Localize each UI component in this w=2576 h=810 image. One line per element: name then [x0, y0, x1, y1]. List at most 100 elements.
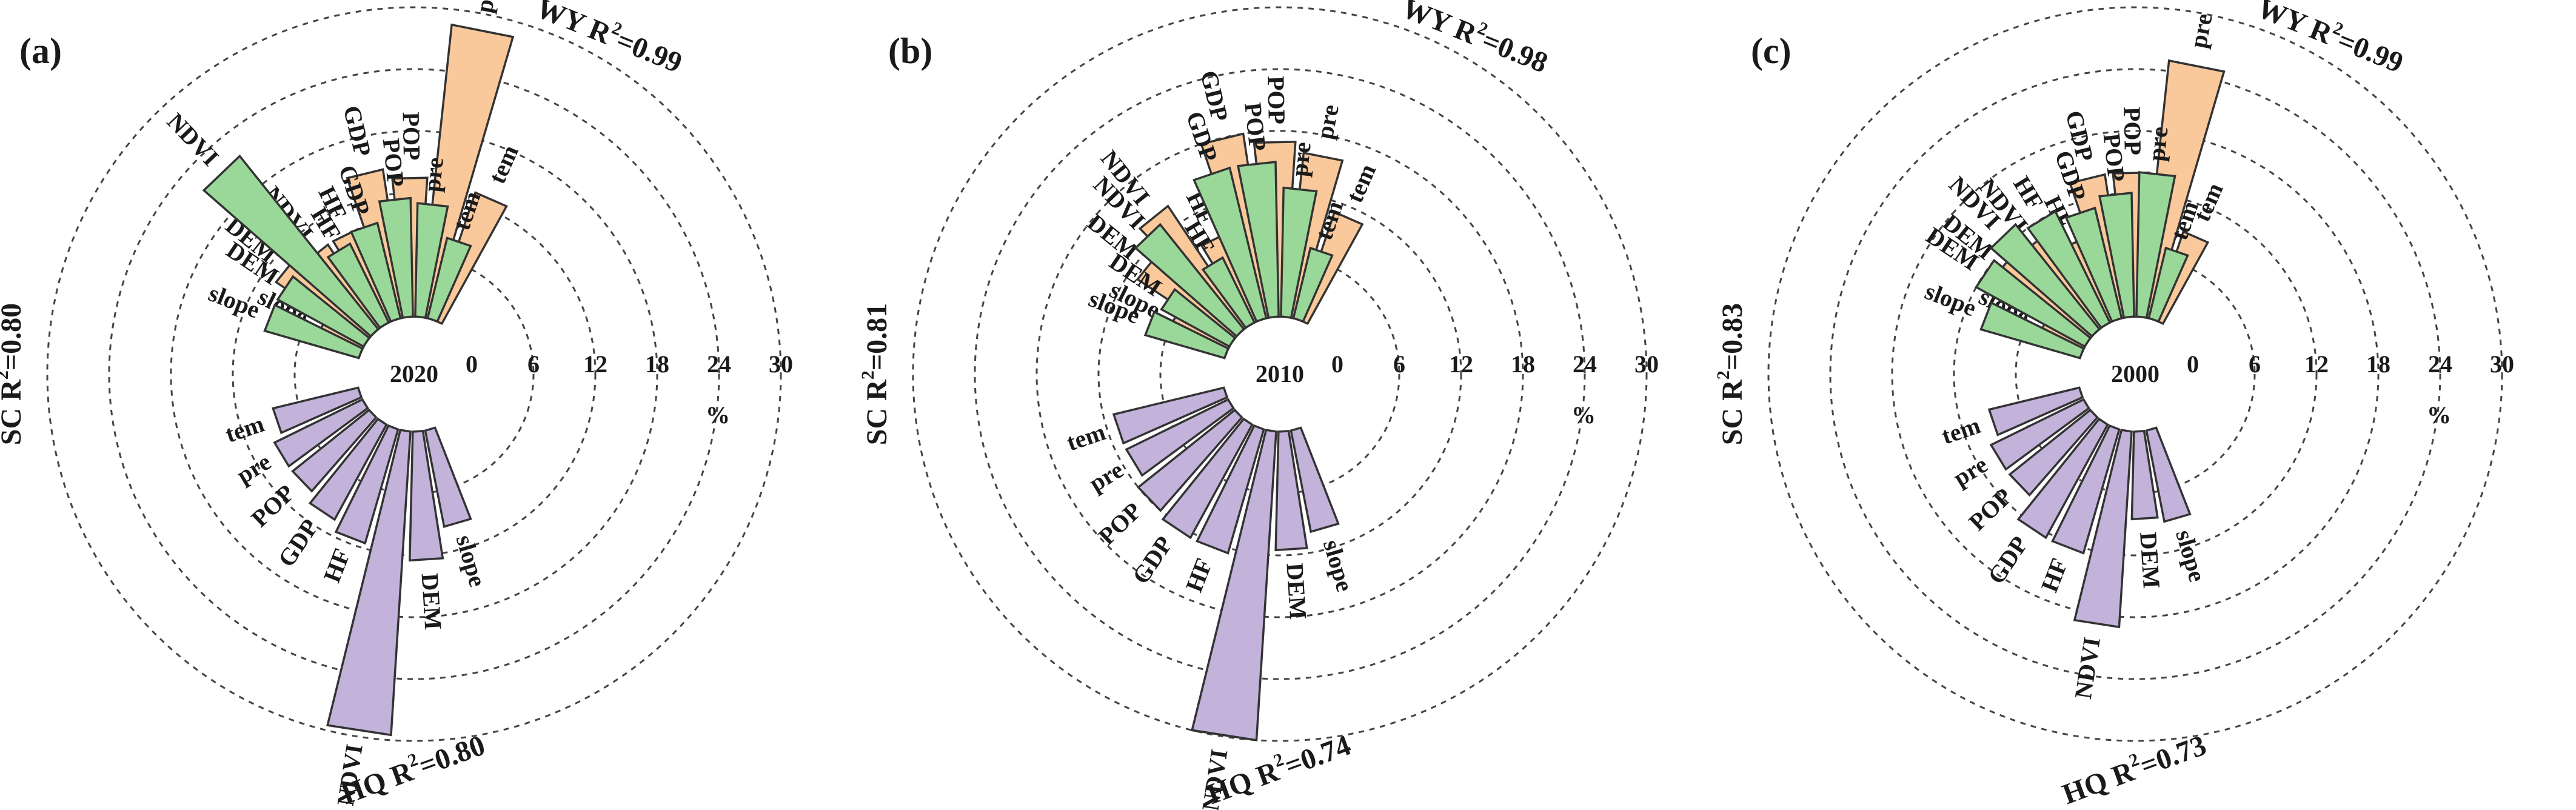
category-label-wy: GDP — [338, 103, 377, 159]
bar-sc-tem — [1292, 246, 1334, 323]
bar-sc-slope — [263, 303, 364, 360]
radial-tick-label: 12 — [583, 350, 607, 378]
bar-hq-dem — [409, 430, 444, 562]
bar-hq-hf — [1196, 424, 1265, 555]
bar-sc-hf — [326, 242, 390, 329]
category-label-hq: tem — [222, 410, 267, 448]
bar-hq-ndvi — [1191, 429, 1277, 741]
category-label-sc: pre — [418, 156, 449, 193]
category-label-hq: GDP — [1982, 531, 2033, 589]
grid-ring-24 — [974, 68, 1586, 680]
bar-sc-pre — [1280, 186, 1318, 319]
radial-tick-label: 12 — [2304, 350, 2329, 378]
bar-hq-pop — [291, 408, 378, 493]
bar-hq-gdp — [308, 417, 388, 521]
category-label-hq: DEM — [1281, 562, 1312, 620]
category-label-sc: POP — [1239, 101, 1271, 152]
bar-sc-ndvi — [1989, 223, 2101, 338]
grid-ring-30 — [46, 6, 782, 742]
bar-hq-dem — [1274, 430, 1308, 552]
bar-hq-gdp — [1161, 417, 1254, 540]
bar-hq-tem — [1987, 386, 2084, 437]
category-label-sc: slope — [1921, 277, 1980, 321]
radial-tick-label: 30 — [1634, 350, 1659, 378]
grid-ring-18 — [170, 130, 658, 618]
bar-sc-ndvi — [202, 154, 380, 338]
grid-ring-30 — [1767, 6, 2503, 742]
category-label-wy: pre — [470, 0, 503, 15]
category-label-sc: pre — [2143, 126, 2173, 163]
radial-tick-label: 18 — [645, 350, 669, 378]
category-label-hq: POP — [1963, 483, 2017, 536]
category-label-hq: tem — [1938, 411, 1984, 449]
category-label-hq: pre — [1949, 450, 1992, 492]
bar-sc-gdp — [349, 221, 402, 323]
panel-2020: (a)20200612182430%slopeDEMNDVIHFGDPPOPpr… — [0, 0, 793, 810]
radial-tick-label: 12 — [1449, 350, 1473, 378]
category-label-sc: POP — [377, 137, 409, 188]
radial-tick-label: 6 — [527, 350, 540, 378]
bar-sc-gdp — [1193, 166, 1268, 323]
bar-sc-pop — [378, 196, 414, 319]
bar-sc-hf — [1201, 256, 1256, 329]
bar-sc-pop — [1237, 161, 1280, 319]
group-title-wy: WY R2=0.99 — [2253, 0, 2409, 79]
grid-ring-24 — [108, 68, 720, 680]
grid-ring-24 — [1829, 68, 2441, 680]
bar-sc-hf — [2026, 210, 2112, 329]
category-label-sc: pre — [1285, 141, 1316, 178]
category-label-hq: DEM — [416, 572, 447, 631]
bar-sc-pre — [2135, 171, 2176, 319]
category-label-hq: POP — [1093, 497, 1147, 551]
bar-hq-pre — [273, 398, 369, 468]
bar-sc-pre — [414, 202, 449, 319]
category-label-wy: tem — [483, 141, 524, 187]
category-label-hq: HF — [318, 545, 356, 586]
radial-tick-label: 30 — [2490, 350, 2514, 378]
bar-hq-hf — [334, 424, 400, 545]
category-label-hq: DEM — [2135, 531, 2166, 589]
grid-ring-18 — [1035, 130, 1524, 618]
group-title-sc: SC R2=0.83 — [1713, 303, 1748, 445]
panel-label: (c) — [1751, 31, 1791, 71]
category-label-hq: GDP — [1127, 531, 1178, 589]
grid-ring-30 — [912, 6, 1648, 742]
bar-hq-ndvi — [2073, 429, 2133, 629]
category-label-wy: POP — [2118, 107, 2147, 156]
radial-axis-unit: % — [706, 401, 730, 429]
category-label-sc: slope — [205, 279, 264, 323]
group-title-sc: SC R2=0.81 — [858, 303, 893, 445]
bar-hq-tem — [1112, 386, 1229, 445]
panel-label: (a) — [19, 31, 62, 71]
category-label-wy: tem — [1340, 160, 1381, 207]
category-label-hq: pre — [1084, 456, 1128, 497]
category-label-sc: NDVI — [162, 107, 224, 171]
bar-hq-slope — [2145, 426, 2192, 523]
category-label-hq: POP — [246, 479, 299, 532]
group-title-hq: HQ R2=0.73 — [2057, 726, 2210, 810]
category-label-hq: slope — [2170, 527, 2211, 585]
center-year-label: 2010 — [1256, 360, 1304, 387]
category-label-wy: POP — [397, 112, 426, 161]
radial-tick-label: 0 — [2187, 350, 2199, 378]
radial-axis-unit: % — [1571, 401, 1596, 429]
center-year-label: 2020 — [390, 360, 438, 387]
radial-tick-label: 30 — [769, 350, 793, 378]
bar-sc-dem — [276, 275, 371, 348]
radial-tick-label: 24 — [707, 350, 731, 378]
bar-sc-dem — [1975, 258, 2092, 348]
radial-tick-label: 18 — [1511, 350, 1535, 378]
grid-ring-18 — [1891, 130, 2380, 618]
bar-hq-tem — [272, 386, 363, 435]
bar-sc-dem — [1160, 287, 1237, 348]
bar-sc-tem — [2147, 246, 2189, 323]
bar-hq-pop — [2008, 408, 2099, 497]
group-title-sc: SC R2=0.80 — [0, 303, 27, 445]
category-label-sc: POP — [2098, 132, 2130, 182]
group-title-wy: WY R2=0.99 — [532, 0, 687, 79]
bar-hq-slope — [424, 426, 472, 528]
bar-hq-pop — [1136, 408, 1243, 512]
